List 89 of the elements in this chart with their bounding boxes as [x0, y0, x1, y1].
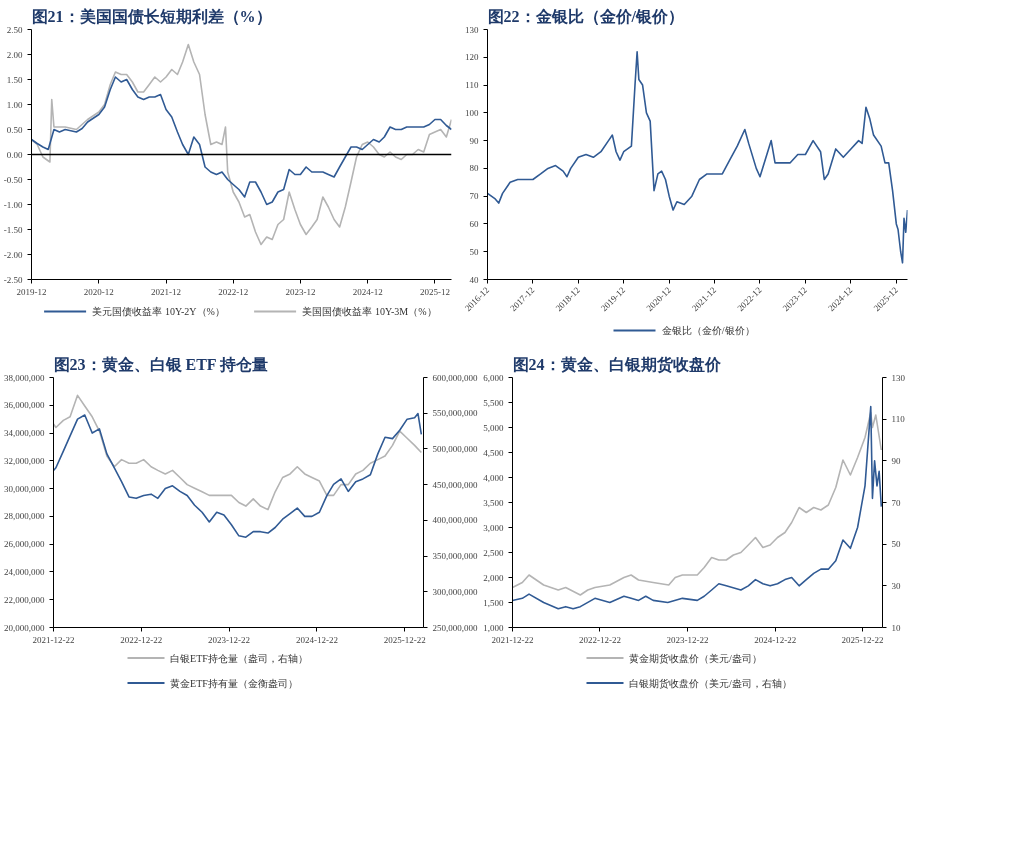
y2-tick-label: 500,000,000 [432, 443, 478, 454]
line-series [31, 76, 452, 206]
chart-title: 图21：美国国债长短期利差（%） [31, 6, 272, 26]
y-tick-label: 90 [469, 135, 479, 146]
y-tick-label: -0.50 [3, 174, 23, 185]
y-tick-label: 28,000,000 [4, 511, 45, 522]
chart-title: 图24：黄金、白银期货收盘价 [512, 355, 722, 374]
y-tick-label: 20,000,000 [4, 622, 45, 633]
x-tick-label: 2025-12 [419, 286, 450, 297]
y2-tick-label: 250,000,000 [432, 622, 478, 633]
x-tick-label: 2024-12-22 [754, 634, 797, 645]
x-tick-label: 2023-12-22 [666, 634, 709, 645]
y-tick-label: 4,000 [483, 472, 504, 483]
y-tick-label: 30,000,000 [4, 483, 45, 494]
x-tick-label: 2024-12-22 [296, 634, 338, 645]
y2-tick-label: 90 [891, 455, 901, 466]
x-tick-label: 2022-12-22 [120, 634, 163, 645]
y-tick-label: 110 [465, 80, 479, 91]
y-tick-label: 50 [469, 246, 479, 257]
x-tick-label: 2021-12 [151, 286, 182, 297]
y-tick-label: 2.00 [6, 49, 23, 60]
legend-label: 美元国债收益率 10Y-2Y（%） [92, 306, 225, 317]
y-tick-label: 26,000,000 [4, 539, 45, 550]
y-tick-label: 22,000,000 [4, 594, 45, 605]
y-tick-label: 38,000,000 [4, 372, 45, 383]
line-series [53, 412, 423, 539]
y2-tick-label: 130 [891, 372, 906, 383]
y-tick-label: 5,500 [483, 397, 504, 408]
x-tick-label: 2025-12-22 [841, 634, 884, 645]
y2-tick-label: 30 [891, 580, 901, 591]
x-tick-label: 2025-12-22 [383, 634, 426, 645]
y2-tick-label: 450,000,000 [432, 479, 478, 490]
y-tick-label: 1.00 [6, 99, 23, 110]
y2-tick-label: 350,000,000 [432, 551, 478, 562]
y-tick-label: -1.00 [3, 199, 23, 210]
y-tick-label: 5,000 [483, 422, 504, 433]
legend-label: 黄金期货收盘价（美元/盎司） [629, 652, 762, 664]
y-tick-label: 36,000,000 [4, 400, 45, 411]
y-tick-label: -2.00 [3, 249, 23, 260]
y2-tick-label: 110 [891, 414, 906, 425]
y2-tick-label: 70 [891, 497, 901, 508]
y-tick-label: 2.50 [6, 24, 23, 35]
chart-title: 图23：黄金、白银 ETF 持仓量 [53, 355, 269, 373]
y2-tick-label: 10 [891, 622, 901, 633]
y-tick-label: 1,500 [483, 597, 504, 608]
y-tick-label: 80 [469, 163, 479, 174]
y-tick-label: 120 [465, 52, 479, 63]
y-tick-label: 1,000 [483, 622, 504, 633]
y-tick-label: 2,500 [483, 547, 504, 558]
y-tick-label: 70 [469, 191, 479, 202]
chart-title: 图22：金银比（金价/银价） [487, 7, 684, 26]
legend-label: 黄金ETF持有量（金衡盎司） [170, 677, 298, 689]
y-tick-label: 1.50 [6, 74, 23, 85]
y-tick-label: -2.50 [3, 274, 23, 285]
y-tick-label: 24,000,000 [4, 566, 45, 577]
x-tick-label: 2019-12 [16, 286, 47, 297]
y2-tick-label: 300,000,000 [432, 586, 478, 597]
y2-tick-label: 550,000,000 [432, 408, 478, 419]
x-tick-label: 2022-12-22 [578, 634, 621, 645]
x-tick-label: 2023-12-22 [208, 634, 251, 645]
legend-label: 白银ETF持仓量（盎司，右轴） [170, 652, 308, 664]
y-tick-label: 32,000,000 [4, 455, 45, 466]
y-tick-label: 4,500 [483, 447, 504, 458]
y-tick-label: 3,500 [483, 497, 504, 508]
x-tick-label: 2023-12 [285, 286, 316, 297]
y-tick-label: 3,000 [483, 522, 504, 533]
x-tick-label: 2020-12 [83, 286, 114, 297]
y-tick-label: 6,000 [483, 372, 504, 383]
x-tick-label: 2024-12 [352, 286, 383, 297]
line-series [53, 394, 423, 511]
y-tick-label: -1.50 [3, 224, 23, 235]
y2-tick-label: 600,000,000 [432, 372, 478, 383]
y2-tick-label: 50 [891, 539, 901, 550]
y-tick-label: 0.50 [6, 124, 23, 135]
x-tick-label: 2021-12-22 [491, 634, 534, 645]
legend-label: 美国国债收益率 10Y-3M（%） [302, 306, 437, 317]
y-tick-label: 100 [465, 107, 479, 118]
y-tick-label: 60 [469, 218, 479, 229]
y-tick-label: 0.00 [6, 149, 23, 160]
y-tick-label: 2,000 [483, 572, 504, 583]
legend-label: 白银期货收盘价（美元/盎司，右轴） [629, 677, 792, 689]
legend-label: 金银比（金价/银价） [661, 325, 755, 336]
y-tick-label: 130 [465, 24, 479, 35]
x-tick-label: 2021-12-22 [32, 634, 75, 645]
x-tick-label: 2022-12 [218, 286, 249, 297]
y2-tick-label: 400,000,000 [432, 515, 478, 526]
y-tick-label: 40 [469, 274, 479, 285]
y-tick-label: 34,000,000 [4, 428, 45, 439]
line-series [487, 50, 908, 264]
